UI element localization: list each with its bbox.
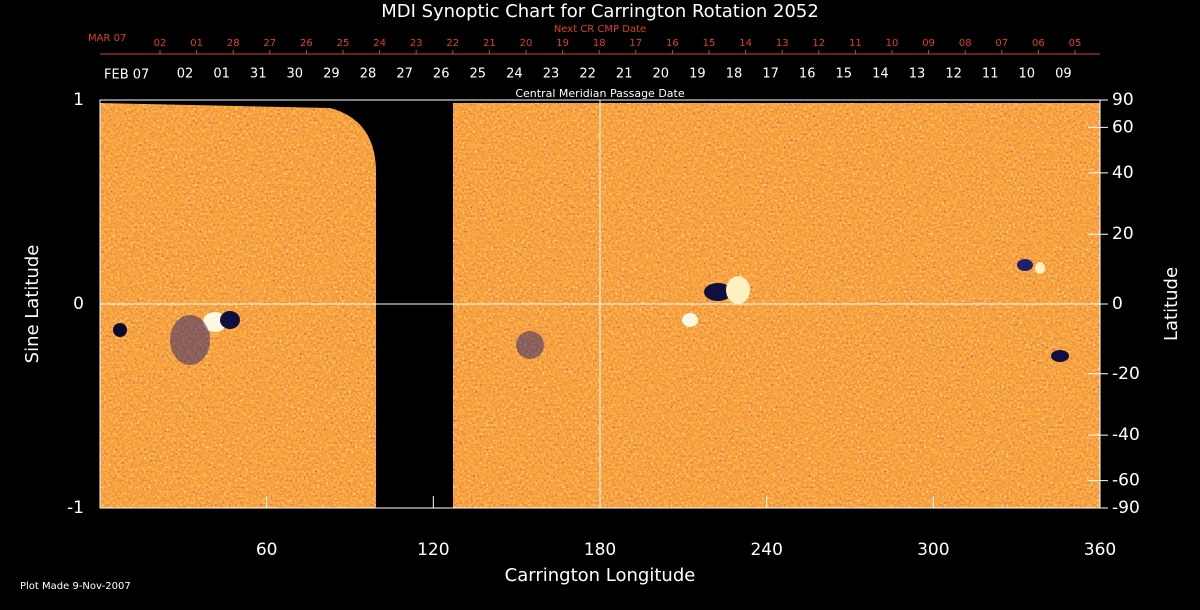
y2-tick-label: 0 (1112, 294, 1123, 314)
second-date: 24 (506, 67, 523, 82)
x-tick-label: 60 (256, 540, 278, 560)
top-date: 16 (666, 38, 679, 49)
top-date: 07 (995, 38, 1008, 49)
second-month: FEB 07 (104, 68, 149, 83)
second-date: 23 (543, 67, 560, 82)
region (682, 313, 698, 327)
top-date: 10 (886, 38, 899, 49)
top-date: 21 (483, 38, 496, 49)
second-date: 14 (872, 67, 889, 82)
y2-tick-label: -60 (1112, 471, 1140, 491)
second-date: 15 (836, 67, 853, 82)
y2-axis-title: Latitude (1161, 267, 1182, 341)
chart-title: MDI Synoptic Chart for Carrington Rotati… (381, 1, 819, 22)
top-date: 27 (263, 38, 276, 49)
top-date: 05 (1069, 38, 1082, 49)
y-axis-title: Sine Latitude (22, 245, 43, 364)
region (516, 331, 544, 359)
region (704, 283, 732, 301)
second-date: 25 (470, 67, 487, 82)
top-date: 06 (1032, 38, 1045, 49)
top-date: 12 (812, 38, 825, 49)
footnote: Plot Made 9-Nov-2007 (20, 581, 131, 592)
second-date: 28 (360, 67, 377, 82)
second-date: 19 (689, 67, 706, 82)
second-date: 01 (213, 67, 230, 82)
x-tick-label: 240 (750, 540, 782, 560)
second-date: 22 (579, 67, 596, 82)
region (1051, 350, 1069, 362)
top-date: 22 (446, 38, 459, 49)
second-date: 13 (909, 67, 926, 82)
region (170, 315, 210, 365)
y-tick-label: 1 (73, 90, 84, 110)
second-date: 21 (616, 67, 633, 82)
top-date: 28 (227, 38, 240, 49)
top-date: 17 (629, 38, 642, 49)
top-date: 13 (776, 38, 789, 49)
top-date: 23 (410, 38, 423, 49)
top-date: 14 (739, 38, 752, 49)
second-date: 31 (250, 67, 267, 82)
y-tick-label: -1 (67, 498, 84, 518)
top-date: 18 (593, 38, 606, 49)
second-date: 10 (1019, 67, 1036, 82)
top-month: MAR 07 (88, 33, 126, 44)
second-date: 18 (726, 67, 743, 82)
top-axis-title: Next CR CMP Date (554, 24, 646, 35)
y2-tick-label: 60 (1112, 117, 1134, 137)
map-left (100, 103, 376, 508)
y2-tick-label: 20 (1112, 224, 1134, 244)
x-tick-label: 360 (1084, 540, 1116, 560)
second-date: 09 (1055, 67, 1072, 82)
top-date: 19 (556, 38, 569, 49)
y2-tick-label: 90 (1112, 90, 1134, 110)
y2-tick-label: -40 (1112, 425, 1140, 445)
second-date: 11 (982, 67, 999, 82)
second-date: 20 (653, 67, 670, 82)
second-axis-title: Central Meridian Passage Date (515, 87, 684, 100)
second-date: 17 (762, 67, 779, 82)
second-date: 30 (287, 67, 304, 82)
top-date: 24 (373, 38, 386, 49)
x-tick-label: 300 (917, 540, 949, 560)
active-regions (113, 259, 1069, 365)
second-date: 29 (323, 67, 340, 82)
y2-tick-label: 40 (1112, 163, 1134, 183)
second-date: 16 (799, 67, 816, 82)
region (113, 323, 127, 337)
second-date: 12 (945, 67, 962, 82)
top-date: 20 (520, 38, 533, 49)
x-tick-label: 180 (584, 540, 616, 560)
top-date: 11 (849, 38, 862, 49)
y2-tick-label: -90 (1112, 498, 1140, 518)
top-date: 02 (154, 38, 167, 49)
region (1035, 262, 1045, 274)
map-right (453, 103, 1100, 508)
second-date: 26 (433, 67, 450, 82)
region (1017, 259, 1033, 271)
region (726, 276, 750, 304)
top-date: 15 (703, 38, 716, 49)
second-date: 27 (396, 67, 413, 82)
region (220, 311, 240, 329)
top-date: 25 (337, 38, 350, 49)
y2-tick-label: -20 (1112, 364, 1140, 384)
y-tick-label: 0 (73, 294, 84, 314)
synoptic-map (100, 103, 1100, 508)
top-date: 01 (190, 38, 203, 49)
x-tick-label: 120 (417, 540, 449, 560)
x-axis-title: Carrington Longitude (505, 565, 696, 586)
top-date: 08 (959, 38, 972, 49)
top-date: 09 (922, 38, 935, 49)
top-date: 26 (300, 38, 313, 49)
second-date: 02 (177, 67, 194, 82)
